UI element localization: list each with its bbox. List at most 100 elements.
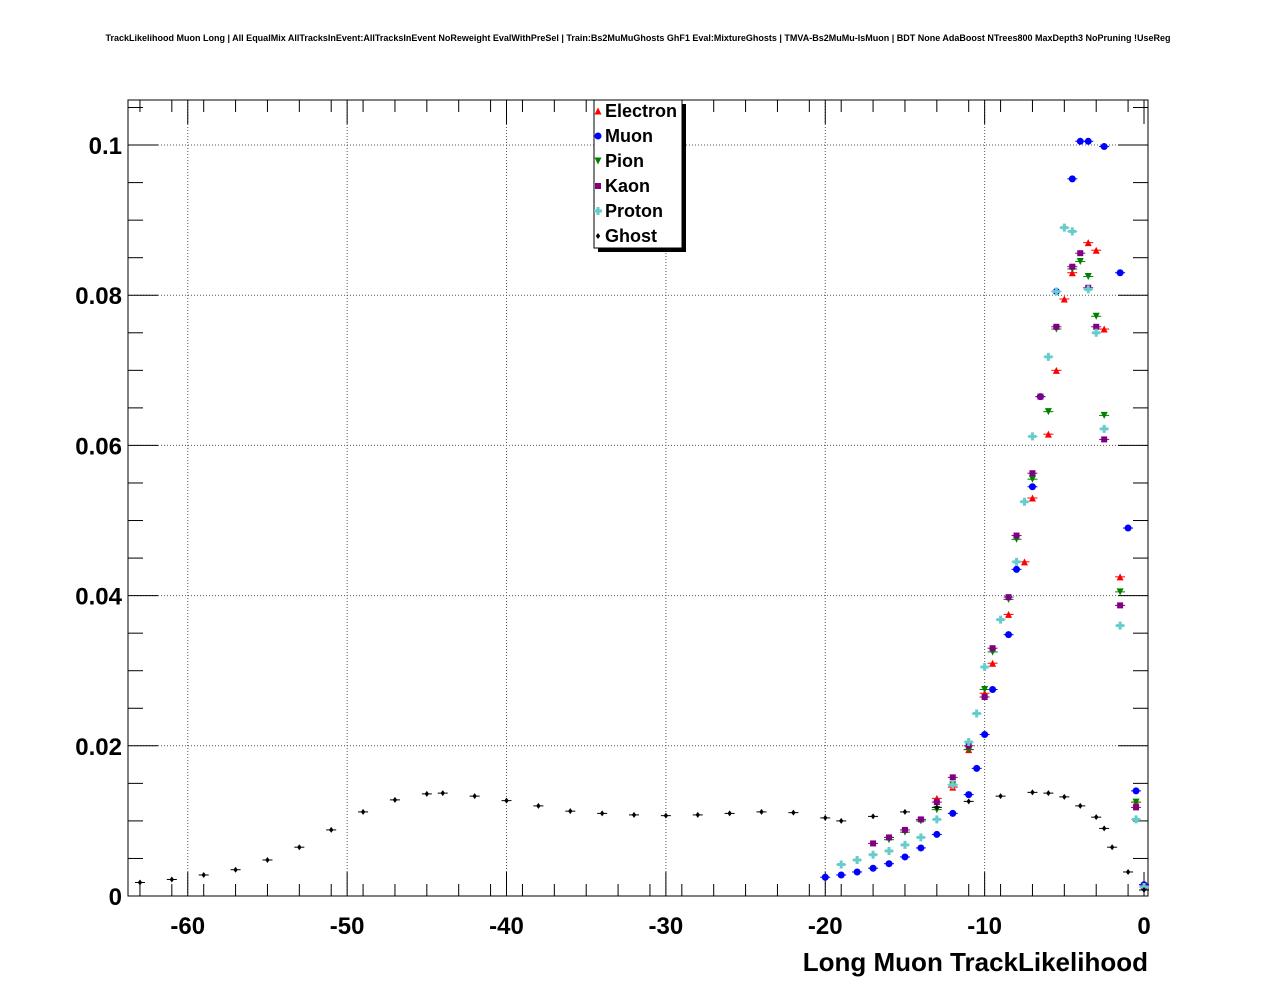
- y-tick-label: 0.1: [89, 133, 122, 160]
- proton-point: [1068, 227, 1077, 236]
- x-tick-labels: -60 -50 -40 -30 -20 -10 0: [170, 913, 1150, 940]
- legend-label-muon: Muon: [605, 126, 653, 146]
- kaon-point: [1117, 602, 1124, 609]
- legend-label-kaon: Kaon: [605, 176, 650, 196]
- proton-point: [980, 662, 989, 671]
- pion-point: [1132, 798, 1140, 806]
- proton-point: [853, 855, 862, 864]
- proton-point: [1100, 424, 1109, 433]
- ghost-point: [998, 793, 1003, 800]
- muon-point: [1116, 269, 1124, 277]
- kaon-point: [989, 645, 996, 652]
- electron-point: [1084, 239, 1092, 247]
- kaon-point: [1053, 323, 1060, 330]
- ghost-point: [1078, 802, 1083, 809]
- electron-point: [1068, 269, 1076, 277]
- muon-point: [981, 731, 989, 739]
- kaon-point: [949, 774, 956, 781]
- pion-point: [1076, 257, 1084, 265]
- legend-label-pion: Pion: [605, 151, 644, 171]
- kaon-point: [1037, 393, 1044, 400]
- pion-point: [1028, 475, 1036, 483]
- proton-point: [916, 833, 925, 842]
- legend-marker-proton: [594, 207, 602, 215]
- electron-point: [1100, 325, 1108, 333]
- proton-point: [837, 860, 846, 869]
- muon-point: [973, 764, 981, 772]
- proton-point: [932, 815, 941, 824]
- y-tick-label: 0.08: [75, 283, 122, 310]
- muon-point: [869, 864, 877, 872]
- kaon-point: [870, 840, 877, 847]
- muon-point: [885, 860, 893, 868]
- ghost-point: [1101, 825, 1107, 832]
- proton-point: [869, 850, 878, 859]
- muon-point: [1076, 137, 1084, 145]
- proton-point: [1012, 557, 1021, 566]
- kaon-point: [1093, 323, 1100, 330]
- ghost-point: [791, 809, 796, 816]
- pion-point: [1092, 312, 1100, 320]
- muon-point: [1068, 175, 1076, 183]
- muon-point: [837, 871, 845, 879]
- electron-point: [1060, 295, 1068, 303]
- proton-point: [1044, 352, 1053, 361]
- kaon-point: [981, 694, 988, 700]
- y-tick-label: 0: [109, 884, 122, 911]
- pion-point: [1100, 411, 1108, 419]
- electron-point: [1052, 366, 1060, 374]
- proton-point: [972, 709, 981, 718]
- ghost-point: [1125, 868, 1131, 875]
- ghost-point: [536, 802, 541, 809]
- ghost-point: [966, 798, 971, 805]
- x-tick-label: -20: [808, 913, 843, 940]
- ghost-point: [233, 866, 238, 873]
- ghost-point: [329, 826, 334, 833]
- kaon-point: [901, 826, 908, 833]
- x-tick-label: -30: [649, 913, 684, 940]
- kaon-point: [886, 834, 893, 841]
- ghost-point: [839, 817, 844, 824]
- kaon-point: [1077, 250, 1084, 257]
- ghost-point: [440, 790, 445, 797]
- kaon-point: [1013, 532, 1020, 539]
- electron-point: [1028, 494, 1036, 502]
- kaon-point: [1133, 804, 1140, 811]
- y-tick-label: 0.02: [75, 734, 122, 761]
- kaon-point: [1101, 436, 1108, 443]
- chart-title: TrackLikelihood Muon Long | All EqualMix…: [105, 33, 1171, 43]
- proton-point: [948, 780, 957, 789]
- kaon-point: [1029, 470, 1036, 477]
- proton-point: [1084, 285, 1093, 294]
- ghost-point: [392, 796, 398, 803]
- ghost-point: [201, 871, 206, 878]
- muon-point: [1100, 143, 1108, 151]
- kaon-point: [1069, 263, 1076, 270]
- y-tick-label: 0.06: [75, 433, 122, 460]
- ghost-point: [631, 811, 637, 818]
- legend-label-electron: Electron: [605, 101, 677, 121]
- electron-point: [1005, 610, 1013, 618]
- electron-point: [989, 659, 997, 667]
- ghost-point: [472, 793, 477, 800]
- ghost-point: [759, 808, 764, 815]
- electron-point: [1044, 430, 1052, 438]
- proton-point: [1092, 328, 1101, 337]
- ghost-point: [265, 856, 270, 863]
- ghost-point: [1094, 814, 1099, 821]
- proton-point: [996, 615, 1005, 624]
- electron-point: [1092, 246, 1100, 254]
- muon-point: [1124, 524, 1132, 532]
- grid: [128, 100, 1148, 896]
- muon-point: [965, 791, 973, 799]
- ghost-point: [424, 790, 430, 797]
- legend-marker-ghost: [595, 233, 601, 239]
- ghost-point: [663, 812, 669, 819]
- legend-label-ghost: Ghost: [605, 226, 657, 246]
- muon-point: [901, 853, 909, 861]
- ghost-point: [169, 876, 175, 883]
- ghost-point: [1141, 886, 1147, 893]
- legend-marker-electron: [594, 107, 602, 115]
- ghost-point: [360, 808, 366, 815]
- series-layer: [134, 137, 1150, 893]
